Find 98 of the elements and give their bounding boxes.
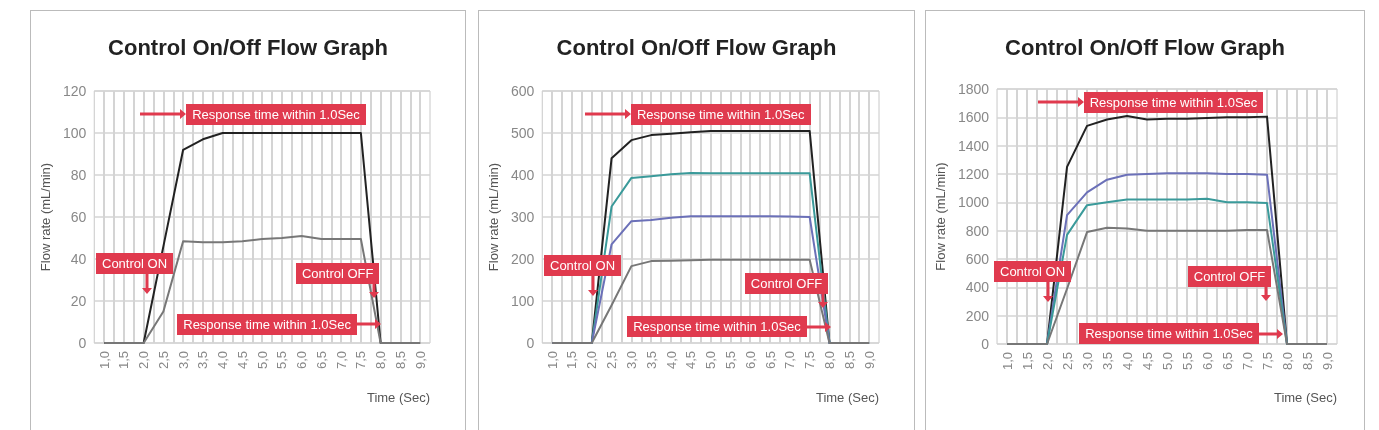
y-tick-label: 200 (510, 251, 535, 267)
x-tick-label: 1,5 (116, 351, 132, 370)
x-tick-label: 7,0 (1239, 352, 1255, 371)
y-tick-label: 80 (70, 167, 87, 183)
x-tick-label: 9,0 (1319, 352, 1335, 371)
x-tick-label: 4,0 (1119, 352, 1135, 371)
x-tick-label: 2,0 (136, 351, 152, 370)
annotation: Response time within 1.0Sec (1079, 323, 1259, 345)
x-tick-label: 7,0 (333, 351, 349, 370)
y-axis-title: Flow rate (mL/min) (486, 162, 501, 272)
annotation: Control ON (544, 255, 622, 277)
annotation: Control OFF (1187, 265, 1272, 287)
annotation: Response time within 1.0Sec (1083, 91, 1264, 113)
y-tick-label: 1200 (957, 166, 990, 182)
x-tick-label: 7,5 (1259, 352, 1275, 371)
x-tick-label: 4,0 (663, 351, 679, 370)
x-tick-label: 6,5 (1219, 352, 1235, 371)
y-tick-label: 0 (78, 335, 87, 351)
x-tick-label: 7,5 (353, 351, 369, 370)
x-tick-label: 2,5 (155, 351, 171, 370)
annotation: Control ON (994, 260, 1072, 282)
x-tick-label: 6,0 (294, 351, 310, 370)
x-tick-label: 3,0 (623, 351, 639, 370)
x-tick-label: 8,0 (821, 351, 837, 370)
x-tick-label: 8,0 (373, 351, 389, 370)
x-axis-title: Time (Sec) (815, 390, 879, 405)
x-tick-label: 3,0 (1079, 352, 1095, 371)
x-tick-label: 2,0 (584, 351, 600, 370)
x-tick-label: 1,0 (544, 351, 560, 370)
y-tick-label: 1600 (957, 109, 990, 126)
y-tick-label: 40 (70, 251, 87, 267)
line-series (551, 258, 871, 344)
x-tick-label: 1,5 (1019, 352, 1035, 371)
x-tick-label: 4,0 (215, 351, 231, 370)
x-tick-label: 7,5 (802, 351, 818, 370)
x-tick-label: 8,5 (1299, 352, 1315, 371)
x-tick-label: 5,5 (722, 351, 738, 370)
line-series (103, 234, 422, 344)
x-tick-label: 8,5 (392, 351, 408, 370)
y-tick-label: 0 (981, 336, 990, 352)
x-tick-label: 6,5 (313, 351, 329, 370)
y-tick-label: 120 (62, 83, 87, 99)
chart-title: Control On/Off Flow Graph (1005, 34, 1285, 60)
y-tick-label: 100 (510, 293, 535, 309)
chart-title: Control On/Off Flow Graph (108, 34, 388, 60)
y-tick-label: 1400 (957, 137, 990, 154)
y-tick-label: 800 (965, 222, 990, 239)
x-tick-label: 1,5 (564, 351, 580, 370)
x-tick-label: 4,5 (234, 351, 250, 370)
x-tick-label: 6,0 (1199, 352, 1215, 371)
x-tick-label: 5,0 (1159, 352, 1175, 371)
y-axis-title: Flow rate (mL/min) (38, 162, 53, 272)
y-axis-title: Flow rate (mL/min) (933, 162, 948, 271)
y-tick-label: 400 (965, 279, 990, 296)
x-tick-label: 4,5 (683, 351, 699, 370)
chart-title: Control On/Off Flow Graph (556, 34, 837, 60)
x-tick-label: 3,5 (195, 351, 211, 370)
x-tick-label: 5,5 (274, 351, 290, 370)
x-tick-label: 5,0 (254, 351, 270, 370)
y-tick-label: 500 (510, 125, 535, 141)
x-tick-label: 1,0 (999, 352, 1015, 371)
annotation: Response time within 1.0Sec (627, 316, 807, 338)
annotation: Response time within 1.0Sec (177, 313, 357, 335)
annotation: Response time within 1.0Sec (630, 103, 811, 125)
x-axis-title: Time (Sec) (1273, 390, 1337, 405)
y-tick-label: 400 (510, 167, 535, 183)
x-tick-label: 6,0 (742, 351, 758, 370)
x-tick-label: 3,5 (1099, 352, 1115, 371)
annotation: Control OFF (744, 273, 829, 295)
annotation: Control OFF (295, 263, 380, 285)
x-tick-label: 5,0 (703, 351, 719, 370)
x-tick-label: 4,5 (1139, 352, 1155, 371)
annotation: Control ON (96, 252, 174, 274)
x-axis-title: Time (Sec) (366, 390, 430, 405)
x-tick-label: 9,0 (412, 351, 428, 370)
x-tick-label: 1,0 (96, 351, 112, 370)
x-tick-label: 3,5 (643, 351, 659, 370)
x-tick-label: 5,5 (1179, 352, 1195, 371)
y-tick-label: 1000 (957, 194, 990, 211)
annotation: Response time within 1.0Sec (186, 103, 366, 125)
y-tick-label: 1800 (957, 81, 990, 97)
y-tick-label: 600 (510, 83, 535, 99)
y-tick-label: 200 (965, 307, 990, 324)
x-tick-label: 2,5 (604, 351, 620, 370)
y-tick-label: 20 (70, 293, 87, 309)
x-tick-label: 3,0 (175, 351, 191, 370)
x-tick-label: 7,0 (782, 351, 798, 370)
x-tick-label: 6,5 (762, 351, 778, 370)
y-tick-label: 300 (510, 209, 535, 225)
x-tick-label: 2,0 (1039, 352, 1055, 371)
y-tick-label: 100 (62, 125, 87, 141)
y-tick-label: 600 (965, 251, 990, 267)
x-tick-label: 9,0 (861, 351, 877, 370)
y-tick-label: 0 (526, 335, 535, 351)
x-tick-label: 8,0 (1279, 352, 1295, 371)
y-tick-label: 60 (70, 209, 87, 225)
x-tick-label: 2,5 (1059, 352, 1075, 371)
x-tick-label: 8,5 (841, 351, 857, 370)
